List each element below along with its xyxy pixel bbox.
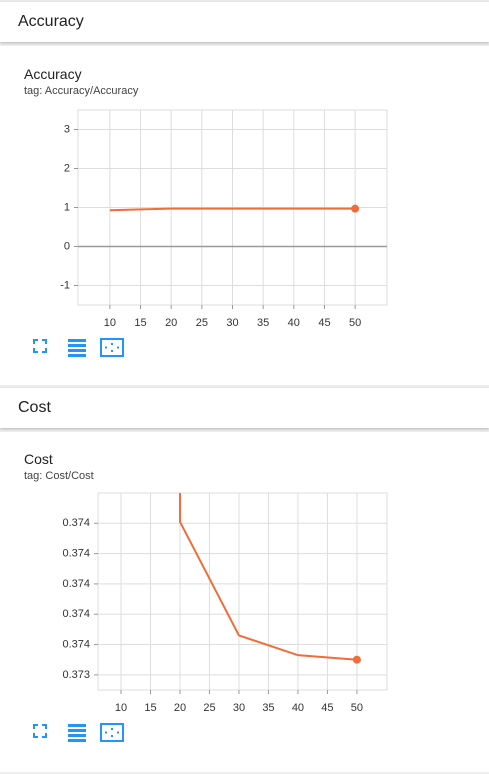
card: Cost tag: Cost/Cost <box>0 432 489 772</box>
x-tick-label: 15 <box>144 702 156 714</box>
section-header[interactable]: Cost <box>0 388 489 428</box>
x-tick-label: 20 <box>174 702 186 714</box>
y-tick-label: 0.374 <box>62 517 90 529</box>
last-point <box>352 655 361 664</box>
card: Accuracy tag: Accuracy/Accuracy <box>0 46 489 385</box>
x-tick-label: 50 <box>349 317 361 329</box>
x-tick-label: 30 <box>226 317 238 329</box>
chart: 10 15 20 25 30 35 40 45 50 0.373 0.374 0.374 0.374 0.… <box>62 492 388 714</box>
y-tick-label: 0.374 <box>62 608 90 620</box>
x-tick-label: 45 <box>318 317 330 329</box>
series-line <box>178 493 357 661</box>
fullscreen-icon[interactable] <box>33 339 47 353</box>
toolbar <box>33 338 124 357</box>
x-tick-label: 10 <box>115 702 127 714</box>
x-tick-label: 30 <box>233 702 245 714</box>
fit-icon[interactable] <box>100 338 124 357</box>
x-tick-label: 45 <box>321 702 333 714</box>
x-tick-label: 35 <box>262 702 274 714</box>
x-tick-label: 20 <box>165 317 177 329</box>
fit-icon[interactable] <box>100 723 124 742</box>
chart: 10 15 20 25 30 35 40 45 50 -1 0 1 2 3 <box>60 109 388 329</box>
toolbar <box>33 723 124 742</box>
y-tick-label: 0 <box>64 240 70 252</box>
y-tick-label: 0.374 <box>62 638 90 650</box>
x-tick-label: 40 <box>292 702 304 714</box>
y-tick-label: 0.374 <box>62 578 90 590</box>
y-tick-label: 3 <box>64 123 70 135</box>
x-tick-label: 25 <box>203 702 215 714</box>
y-tick-label: 1 <box>64 201 70 213</box>
series-line <box>109 207 356 212</box>
x-tick-label: 15 <box>134 317 146 329</box>
section-header[interactable]: Accuracy <box>0 2 489 42</box>
y-tick-label: 2 <box>64 162 70 174</box>
x-tick-label: 35 <box>257 317 269 329</box>
legend-icon[interactable] <box>68 724 86 742</box>
x-tick-label: 25 <box>196 317 208 329</box>
y-tick-label: 0.373 <box>62 669 90 681</box>
card-tag: tag: Accuracy/Accuracy <box>24 85 139 97</box>
card-tag: tag: Cost/Cost <box>24 470 94 482</box>
x-tick-label: 10 <box>104 317 116 329</box>
y-tick-label: -1 <box>60 279 70 291</box>
plot-border <box>97 492 388 691</box>
card-title: Cost <box>24 451 53 467</box>
y-tick-label: 0.374 <box>62 548 90 560</box>
card-title: Accuracy <box>24 66 82 82</box>
fullscreen-icon[interactable] <box>33 724 47 738</box>
x-tick-label: 40 <box>288 317 300 329</box>
x-tick-label: 50 <box>351 702 363 714</box>
legend-icon[interactable] <box>68 339 86 357</box>
last-point <box>351 204 360 213</box>
